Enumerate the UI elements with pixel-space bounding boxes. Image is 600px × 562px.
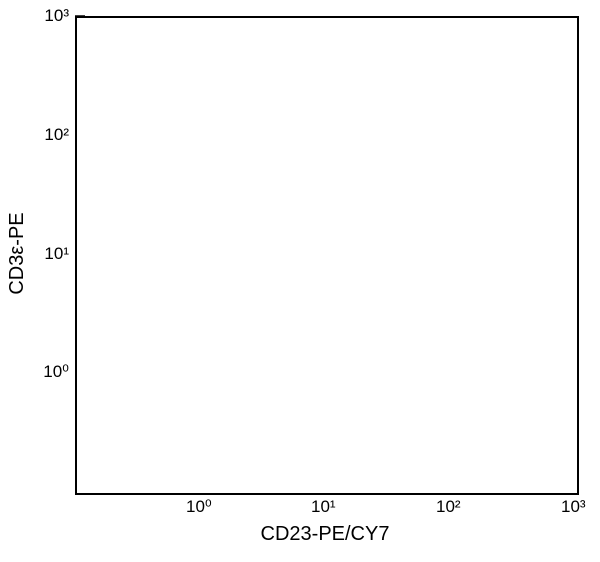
x-tick-label: 10¹ (311, 497, 336, 517)
x-axis-label: CD23-PE/CY7 (75, 523, 575, 546)
y-axis-label: CD3ε-PE (6, 16, 29, 491)
chart-container: CD23-PE/CY7 CD3ε-PE 10⁰ 10¹ 10² 10³ 10⁰ 10¹ 10… (0, 0, 600, 562)
x-tick-label: 10⁰ (186, 497, 212, 517)
y-tick-label: 10⁰ (43, 362, 69, 382)
y-tick-label: 10¹ (44, 244, 69, 264)
y-tick-label: 10² (44, 125, 69, 145)
plot-area (75, 16, 579, 495)
x-tick-label: 10² (436, 497, 461, 517)
y-tick-label: 10³ (44, 6, 69, 26)
x-tick-label: 10³ (561, 497, 586, 517)
